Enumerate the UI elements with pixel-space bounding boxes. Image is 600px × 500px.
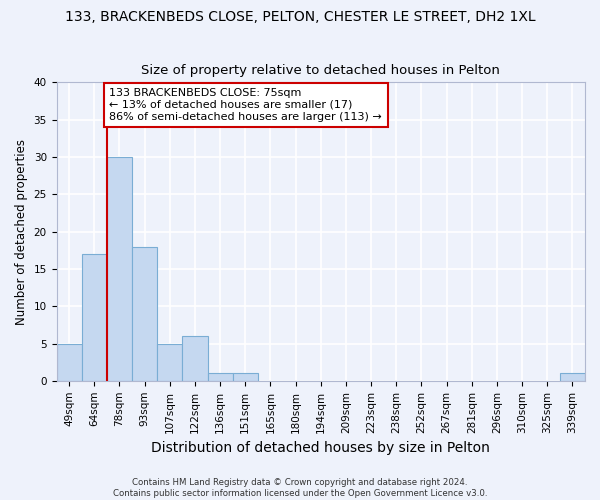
Bar: [82, 254, 107, 381]
Bar: [107, 157, 132, 381]
Bar: [182, 336, 208, 381]
Bar: [157, 344, 182, 381]
Bar: [560, 374, 585, 381]
Bar: [132, 246, 157, 381]
X-axis label: Distribution of detached houses by size in Pelton: Distribution of detached houses by size …: [151, 441, 490, 455]
Bar: [208, 374, 233, 381]
Bar: [56, 344, 82, 381]
Text: Contains HM Land Registry data © Crown copyright and database right 2024.
Contai: Contains HM Land Registry data © Crown c…: [113, 478, 487, 498]
Text: 133, BRACKENBEDS CLOSE, PELTON, CHESTER LE STREET, DH2 1XL: 133, BRACKENBEDS CLOSE, PELTON, CHESTER …: [65, 10, 535, 24]
Bar: [233, 374, 258, 381]
Title: Size of property relative to detached houses in Pelton: Size of property relative to detached ho…: [142, 64, 500, 77]
Y-axis label: Number of detached properties: Number of detached properties: [15, 138, 28, 324]
Text: 133 BRACKENBEDS CLOSE: 75sqm
← 13% of detached houses are smaller (17)
86% of se: 133 BRACKENBEDS CLOSE: 75sqm ← 13% of de…: [109, 88, 382, 122]
